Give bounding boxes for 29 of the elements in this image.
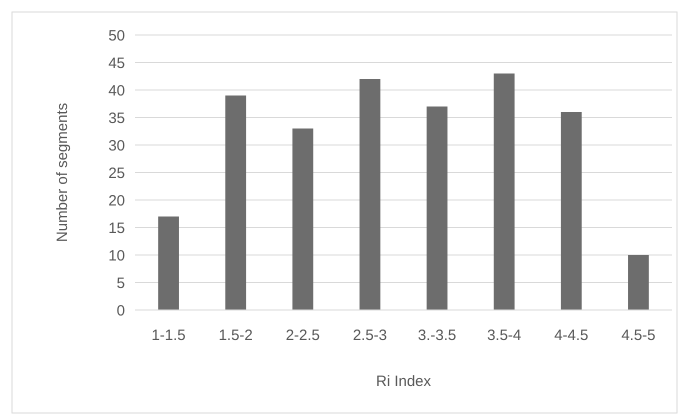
y-axis-title: Number of segments xyxy=(54,102,71,242)
x-tick-label: 4.5-5 xyxy=(621,327,656,344)
x-tick-label: 2.5-3 xyxy=(352,327,388,344)
x-tick-label: 1-1.5 xyxy=(151,327,186,344)
bar xyxy=(292,128,314,310)
y-tick-label: 15 xyxy=(108,220,125,237)
bar xyxy=(360,79,380,310)
y-tick-label: 40 xyxy=(108,82,125,100)
y-tick-label: 30 xyxy=(108,137,125,154)
x-tick-label: 2-2.5 xyxy=(286,327,320,344)
bar xyxy=(560,112,582,310)
y-tick-label: 20 xyxy=(108,192,125,210)
y-tick-label: 0 xyxy=(116,302,125,320)
x-tick-label: 1.5-2 xyxy=(218,327,253,344)
y-tick-label: 35 xyxy=(108,110,125,127)
bar xyxy=(426,106,448,310)
y-tick-label: 45 xyxy=(108,54,125,72)
x-tick-label: 3.-3.5 xyxy=(418,327,456,344)
x-tick-label: 4-4.5 xyxy=(554,327,588,344)
y-tick-label: 25 xyxy=(108,164,125,182)
bar xyxy=(494,74,515,310)
bar xyxy=(225,96,246,310)
bar xyxy=(158,216,179,310)
x-tick-label: 3.5-4 xyxy=(487,327,522,344)
x-axis-title: Ri Index xyxy=(376,373,432,390)
y-tick-label: 50 xyxy=(108,27,125,44)
y-tick-label: 5 xyxy=(116,274,125,292)
y-tick-label: 10 xyxy=(108,247,125,264)
bar xyxy=(628,255,649,310)
